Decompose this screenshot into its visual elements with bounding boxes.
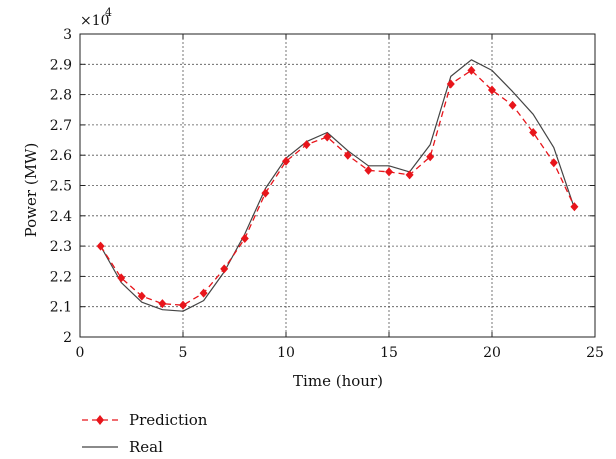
data-point-prediction: [323, 132, 332, 142]
data-point-prediction: [96, 241, 105, 251]
y-tick-label: 2.4: [50, 209, 72, 225]
x-tick-label: 25: [586, 345, 604, 361]
data-point-prediction: [199, 288, 208, 298]
data-point-prediction: [137, 291, 146, 301]
data-point-prediction: [261, 188, 270, 198]
data-point-prediction: [364, 165, 373, 175]
x-tick-label: 10: [277, 345, 295, 361]
y-tick-label: 3: [63, 27, 72, 43]
data-point-prediction: [179, 300, 187, 310]
data-point-prediction: [488, 85, 496, 95]
data-point-prediction: [282, 156, 290, 166]
data-point-prediction: [508, 100, 517, 110]
y-tick-label: 2.3: [50, 239, 72, 255]
data-point-prediction: [240, 234, 249, 244]
y-tick-label: 2.2: [50, 269, 72, 285]
x-tick-label: 15: [380, 345, 398, 361]
legend-prediction-marker: [96, 415, 104, 425]
y-axis-title: Power (MW): [22, 143, 40, 238]
x-tick-label: 5: [179, 345, 188, 361]
legend-prediction-label: Prediction: [129, 411, 208, 429]
data-point-prediction: [570, 202, 579, 212]
data-point-prediction: [426, 152, 435, 162]
data-point-prediction: [343, 150, 352, 160]
y-multiplier-base: ×10: [80, 13, 110, 29]
axis-ticks: 0 5 10 15 20 25 2 2.1 2.2 2.3 2.4 2.5 2.6 2.7 2.8 2.9 3: [50, 27, 604, 361]
legend-item-prediction: Prediction: [82, 411, 208, 429]
y-tick-label: 2.9: [50, 57, 72, 73]
data-point-prediction: [549, 158, 558, 168]
x-tick-label: 0: [76, 345, 85, 361]
data-point-prediction: [117, 273, 126, 283]
y-tick-label: 2.8: [50, 88, 72, 104]
series-line-real: [100, 59, 575, 312]
y-tick-label: 2.6: [50, 148, 72, 164]
series-line-prediction: [100, 69, 575, 306]
data-point-prediction: [220, 264, 229, 274]
legend-item-real: Real: [82, 438, 163, 456]
data-point-prediction: [302, 140, 311, 150]
y-tick-label: 2: [63, 330, 72, 346]
y-tick-label: 2.7: [50, 118, 72, 134]
legend: Prediction Real: [82, 411, 208, 456]
data-point-prediction: [529, 127, 538, 137]
x-tick-label: 20: [483, 345, 501, 361]
data-point-prediction: [446, 79, 455, 89]
y-tick-label: 2.5: [50, 179, 72, 195]
x-axis-title: Time (hour): [293, 372, 383, 390]
series-layer: [96, 59, 579, 312]
y-multiplier-exponent: 4: [105, 6, 112, 19]
data-point-prediction: [467, 65, 476, 75]
y-tick-label: 2.1: [50, 300, 72, 316]
data-point-prediction: [385, 167, 393, 177]
grid-lines: [80, 34, 595, 337]
legend-real-label: Real: [129, 438, 163, 456]
data-point-prediction: [405, 170, 414, 180]
data-point-prediction: [158, 299, 167, 309]
